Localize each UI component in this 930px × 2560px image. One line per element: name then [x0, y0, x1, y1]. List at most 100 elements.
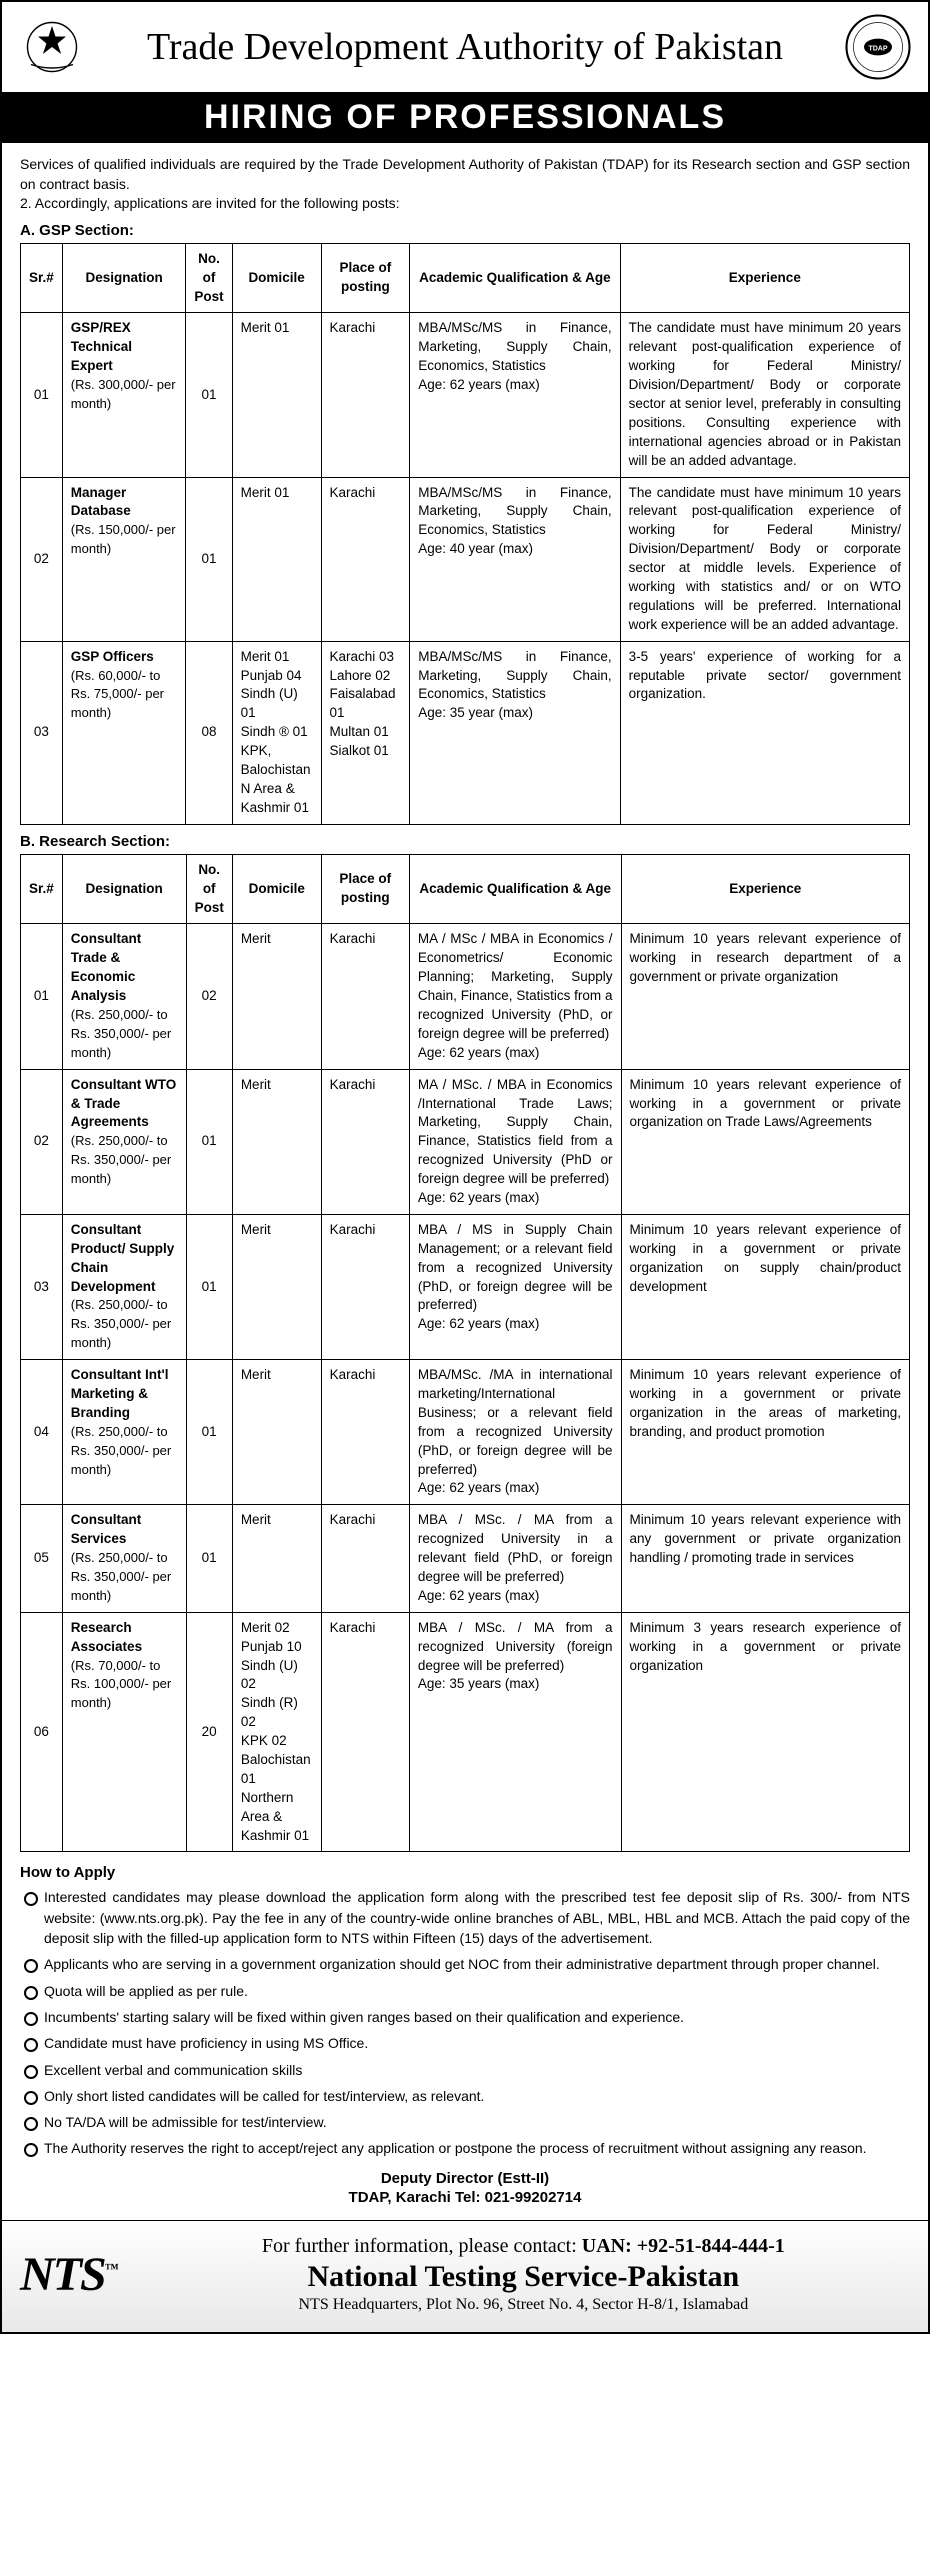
- cell-no: 01: [186, 1214, 232, 1359]
- howto-item: Quota will be applied as per rule.: [20, 1981, 910, 2001]
- table-row: 03Consultant Product/ Supply Chain Devel…: [21, 1214, 910, 1359]
- document-header: Trade Development Authority of Pakistan …: [2, 2, 928, 92]
- cell-domicile: Merit 01: [232, 313, 321, 477]
- cell-place: Karachi: [321, 1505, 409, 1612]
- column-header: Domicile: [232, 243, 321, 313]
- cell-domicile: Merit: [232, 1505, 321, 1612]
- cell-designation: Consultant Product/ Supply Chain Develop…: [62, 1214, 186, 1359]
- footer: NTS™ For further information, please con…: [2, 2220, 928, 2332]
- cell-designation: Consultant WTO & Trade Agreements(Rs. 25…: [62, 1069, 186, 1214]
- table-row: 06Research Associates(Rs. 70,000/- to Rs…: [21, 1612, 910, 1852]
- column-header: Sr.#: [21, 243, 63, 313]
- cell-domicile: Merit 01Punjab 04Sindh (U) 01Sindh ® 01K…: [232, 641, 321, 824]
- gsp-section-table: Sr.#DesignationNo. of PostDomicilePlace …: [20, 243, 910, 825]
- org-title: Trade Development Authority of Pakistan: [102, 25, 828, 69]
- cell-no: 01: [186, 313, 232, 477]
- cell-academic: MBA/MSc/MS in Finance, Marketing, Supply…: [410, 313, 620, 477]
- cell-academic: MBA/MSc/MS in Finance, Marketing, Supply…: [410, 641, 620, 824]
- cell-experience: 3-5 years' experience of working for a r…: [620, 641, 909, 824]
- howto-item: The Authority reserves the right to acce…: [20, 2138, 910, 2158]
- cell-experience: The candidate must have minimum 10 years…: [620, 477, 909, 641]
- cell-no: 02: [186, 924, 232, 1069]
- column-header: Experience: [621, 854, 910, 924]
- column-header: No. of Post: [186, 243, 232, 313]
- howto-item: Incumbents' starting salary will be fixe…: [20, 2007, 910, 2027]
- cell-no: 01: [186, 1069, 232, 1214]
- cell-designation: GSP/REX Technical Expert(Rs. 300,000/- p…: [62, 313, 186, 477]
- column-header: Academic Qualification & Age: [410, 243, 620, 313]
- cell-sr: 03: [21, 641, 63, 824]
- cell-sr: 01: [21, 313, 63, 477]
- cell-domicile: Merit: [232, 1069, 321, 1214]
- cell-domicile: Merit: [232, 1214, 321, 1359]
- cell-experience: The candidate must have minimum 20 years…: [620, 313, 909, 477]
- cell-place: Karachi: [321, 313, 410, 477]
- cell-sr: 03: [21, 1214, 63, 1359]
- howto-item: No TA/DA will be admissible for test/int…: [20, 2112, 910, 2132]
- cell-place: Karachi: [321, 924, 409, 1069]
- section-a-label: A. GSP Section:: [20, 220, 910, 241]
- table-row: 01Consultant Trade & Economic Analysis(R…: [21, 924, 910, 1069]
- column-header: Place of posting: [321, 243, 410, 313]
- cell-experience: Minimum 10 years relevant experience of …: [621, 1069, 910, 1214]
- cell-academic: MA / MSc / MBA in Economics / Econometri…: [409, 924, 621, 1069]
- table-header-row: Sr.#DesignationNo. of PostDomicilePlace …: [21, 854, 910, 924]
- cell-designation: Consultant Trade & Economic Analysis(Rs.…: [62, 924, 186, 1069]
- cell-no: 20: [186, 1612, 232, 1852]
- cell-designation: Consultant Int'l Marketing & Branding(Rs…: [62, 1360, 186, 1505]
- column-header: Experience: [620, 243, 909, 313]
- footer-address: NTS Headquarters, Plot No. 96, Street No…: [137, 2296, 910, 2314]
- cell-place: Karachi: [321, 477, 410, 641]
- hiring-banner: HIRING OF PROFESSIONALS: [2, 92, 928, 143]
- cell-sr: 02: [21, 477, 63, 641]
- tdap-logo-icon: TDAP: [843, 12, 913, 82]
- table-row: 03GSP Officers(Rs. 60,000/- to Rs. 75,00…: [21, 641, 910, 824]
- cell-sr: 05: [21, 1505, 63, 1612]
- cell-designation: Consultant Services(Rs. 250,000/- to Rs.…: [62, 1505, 186, 1612]
- cell-experience: Minimum 10 years relevant experience of …: [621, 1360, 910, 1505]
- footer-contact-line: For further information, please contact:…: [137, 2235, 910, 2258]
- cell-academic: MA / MSc. / MBA in Economics /Internatio…: [409, 1069, 621, 1214]
- intro-para-1: Services of qualified individuals are re…: [20, 155, 910, 194]
- svg-text:TDAP: TDAP: [868, 46, 887, 53]
- cell-designation: GSP Officers(Rs. 60,000/- to Rs. 75,000/…: [62, 641, 186, 824]
- intro-para-2: 2. Accordingly, applications are invited…: [20, 194, 910, 214]
- howto-item: Interested candidates may please downloa…: [20, 1887, 910, 1948]
- cell-sr: 04: [21, 1360, 63, 1505]
- cell-experience: Minimum 10 years relevant experience of …: [621, 924, 910, 1069]
- signature-block: Deputy Director (Estt-II) TDAP, Karachi …: [20, 2169, 910, 2208]
- cell-academic: MBA/MSc. /MA in international marketing/…: [409, 1360, 621, 1505]
- cell-domicile: Merit: [232, 1360, 321, 1505]
- cell-place: Karachi: [321, 1360, 409, 1505]
- cell-no: 01: [186, 1505, 232, 1612]
- pakistan-emblem-icon: [17, 12, 87, 82]
- cell-experience: Minimum 3 years research experience of w…: [621, 1612, 910, 1852]
- table-row: 01GSP/REX Technical Expert(Rs. 300,000/-…: [21, 313, 910, 477]
- cell-domicile: Merit: [232, 924, 321, 1069]
- cell-domicile: Merit 02Punjab 10Sindh (U) 02Sindh (R) 0…: [232, 1612, 321, 1852]
- signature-title: Deputy Director (Estt-II): [20, 2169, 910, 2189]
- cell-academic: MBA / MS in Supply Chain Management; or …: [409, 1214, 621, 1359]
- table-header-row: Sr.#DesignationNo. of PostDomicilePlace …: [21, 243, 910, 313]
- cell-sr: 01: [21, 924, 63, 1069]
- cell-place: Karachi 03Lahore 02Faisalabad 01Multan 0…: [321, 641, 410, 824]
- column-header: Sr.#: [21, 854, 63, 924]
- howto-item: Candidate must have proficiency in using…: [20, 2033, 910, 2053]
- howto-item: Applicants who are serving in a governme…: [20, 1954, 910, 1974]
- nts-logo: NTS™: [20, 2247, 117, 2302]
- column-header: Designation: [62, 854, 186, 924]
- cell-experience: Minimum 10 years relevant experience wit…: [621, 1505, 910, 1612]
- cell-place: Karachi: [321, 1214, 409, 1359]
- research-section-table: Sr.#DesignationNo. of PostDomicilePlace …: [20, 854, 910, 1853]
- table-row: 05Consultant Services(Rs. 250,000/- to R…: [21, 1505, 910, 1612]
- howto-item: Excellent verbal and communication skill…: [20, 2060, 910, 2080]
- cell-academic: MBA / MSc. / MA from a recognized Univer…: [409, 1612, 621, 1852]
- column-header: Academic Qualification & Age: [409, 854, 621, 924]
- column-header: Place of posting: [321, 854, 409, 924]
- cell-place: Karachi: [321, 1612, 409, 1852]
- table-row: 02Manager Database(Rs. 150,000/- per mon…: [21, 477, 910, 641]
- cell-academic: MBA/MSc/MS in Finance, Marketing, Supply…: [410, 477, 620, 641]
- signature-contact: TDAP, Karachi Tel: 021-99202714: [20, 2188, 910, 2208]
- cell-designation: Research Associates(Rs. 70,000/- to Rs. …: [62, 1612, 186, 1852]
- cell-sr: 06: [21, 1612, 63, 1852]
